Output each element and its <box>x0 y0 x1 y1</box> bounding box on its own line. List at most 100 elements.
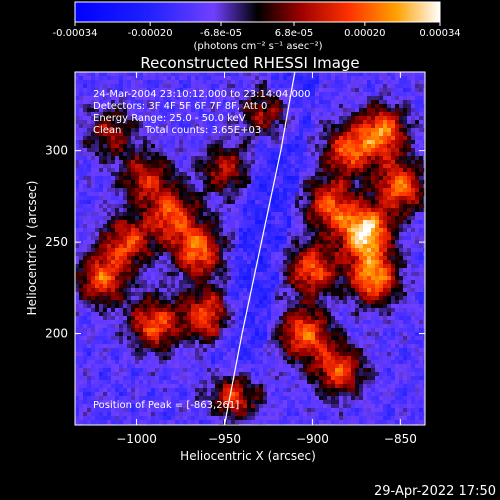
heatmap-cell <box>287 332 292 337</box>
heatmap-cell <box>103 160 108 165</box>
heatmap-cell <box>179 416 184 421</box>
heatmap-cell <box>207 160 212 165</box>
heatmap-cell <box>91 312 96 317</box>
heatmap-cell <box>211 80 216 85</box>
heatmap-cell <box>255 356 260 361</box>
heatmap-cell <box>255 212 260 217</box>
heatmap-cell <box>163 360 168 365</box>
heatmap-cell <box>143 124 148 129</box>
heatmap-cell <box>119 320 124 325</box>
heatmap-cell <box>143 332 148 337</box>
heatmap-cell <box>159 164 164 169</box>
heatmap-cell <box>119 260 124 265</box>
heatmap-cell <box>147 212 152 217</box>
heatmap-cell <box>151 160 156 165</box>
heatmap-cell <box>115 264 120 269</box>
heatmap-cell <box>275 192 280 197</box>
heatmap-cell <box>271 324 276 329</box>
heatmap-cell <box>111 264 116 269</box>
heatmap-cell <box>143 256 148 261</box>
heatmap-cell <box>243 232 248 237</box>
heatmap-cell <box>75 124 80 129</box>
heatmap-cell <box>155 244 160 249</box>
heatmap-cell <box>235 316 240 321</box>
heatmap-cell <box>151 292 156 297</box>
heatmap-cell <box>291 136 296 141</box>
heatmap-cell <box>95 328 100 333</box>
heatmap-cell <box>187 88 192 93</box>
heatmap-cell <box>103 244 108 249</box>
heatmap-cell <box>95 276 100 281</box>
heatmap-cell <box>115 344 120 349</box>
heatmap-cell <box>251 132 256 137</box>
heatmap-cell <box>179 288 184 293</box>
heatmap-cell <box>75 248 80 253</box>
heatmap-cell <box>143 236 148 241</box>
heatmap-cell <box>75 280 80 285</box>
heatmap-cell <box>195 224 200 229</box>
heatmap-cell <box>119 220 124 225</box>
heatmap-cell <box>175 112 180 117</box>
heatmap-cell <box>199 300 204 305</box>
heatmap-cell <box>83 380 88 385</box>
heatmap-cell <box>119 152 124 157</box>
heatmap-cell <box>223 184 228 189</box>
heatmap-cell <box>183 216 188 221</box>
heatmap-cell <box>195 312 200 317</box>
heatmap-cell <box>231 168 236 173</box>
heatmap-cell <box>99 212 104 217</box>
heatmap-cell <box>175 96 180 101</box>
heatmap-cell <box>131 320 136 325</box>
heatmap-cell <box>107 84 112 89</box>
heatmap-cell <box>211 404 216 409</box>
heatmap-cell <box>279 128 284 133</box>
heatmap-cell <box>279 120 284 125</box>
heatmap-cell <box>239 132 244 137</box>
heatmap-cell <box>179 276 184 281</box>
heatmap-cell <box>291 184 296 189</box>
heatmap-cell <box>99 200 104 205</box>
heatmap-cell <box>127 304 132 309</box>
heatmap-cell <box>171 172 176 177</box>
heatmap-cell <box>235 148 240 153</box>
heatmap-cell <box>287 144 292 149</box>
heatmap-cell <box>83 304 88 309</box>
heatmap-cell <box>95 268 100 273</box>
heatmap-cell <box>251 284 256 289</box>
heatmap-cell <box>291 196 296 201</box>
heatmap-cell <box>243 132 248 137</box>
heatmap-cell <box>127 220 132 225</box>
heatmap-cell <box>163 272 168 277</box>
heatmap-cell <box>275 372 280 377</box>
heatmap-cell <box>87 136 92 141</box>
heatmap-cell <box>223 300 228 305</box>
heatmap-cell <box>215 112 220 117</box>
heatmap-cell <box>251 308 256 313</box>
heatmap-cell <box>167 360 172 365</box>
heatmap-cell <box>171 164 176 169</box>
heatmap-cell <box>203 204 208 209</box>
heatmap-cell <box>211 296 216 301</box>
heatmap-cell <box>207 352 212 357</box>
heatmap-cell <box>243 304 248 309</box>
heatmap-cell <box>251 124 256 129</box>
heatmap-cell <box>271 348 276 353</box>
heatmap-cell <box>219 112 224 117</box>
heatmap-cell <box>287 352 292 357</box>
heatmap-cell <box>111 388 116 393</box>
heatmap-cell <box>255 292 260 297</box>
heatmap-cell <box>127 348 132 353</box>
heatmap-cell <box>187 372 192 377</box>
heatmap-cell <box>199 348 204 353</box>
heatmap-cell <box>91 368 96 373</box>
heatmap-cell <box>187 152 192 157</box>
heatmap-cell <box>283 164 288 169</box>
heatmap-cell <box>183 156 188 161</box>
heatmap-cell <box>259 80 264 85</box>
heatmap-cell <box>267 268 272 273</box>
heatmap-cell <box>295 320 300 325</box>
heatmap-cell <box>215 272 220 277</box>
heatmap-cell <box>219 288 224 293</box>
heatmap-cell <box>251 232 256 237</box>
heatmap-cell <box>75 356 80 361</box>
